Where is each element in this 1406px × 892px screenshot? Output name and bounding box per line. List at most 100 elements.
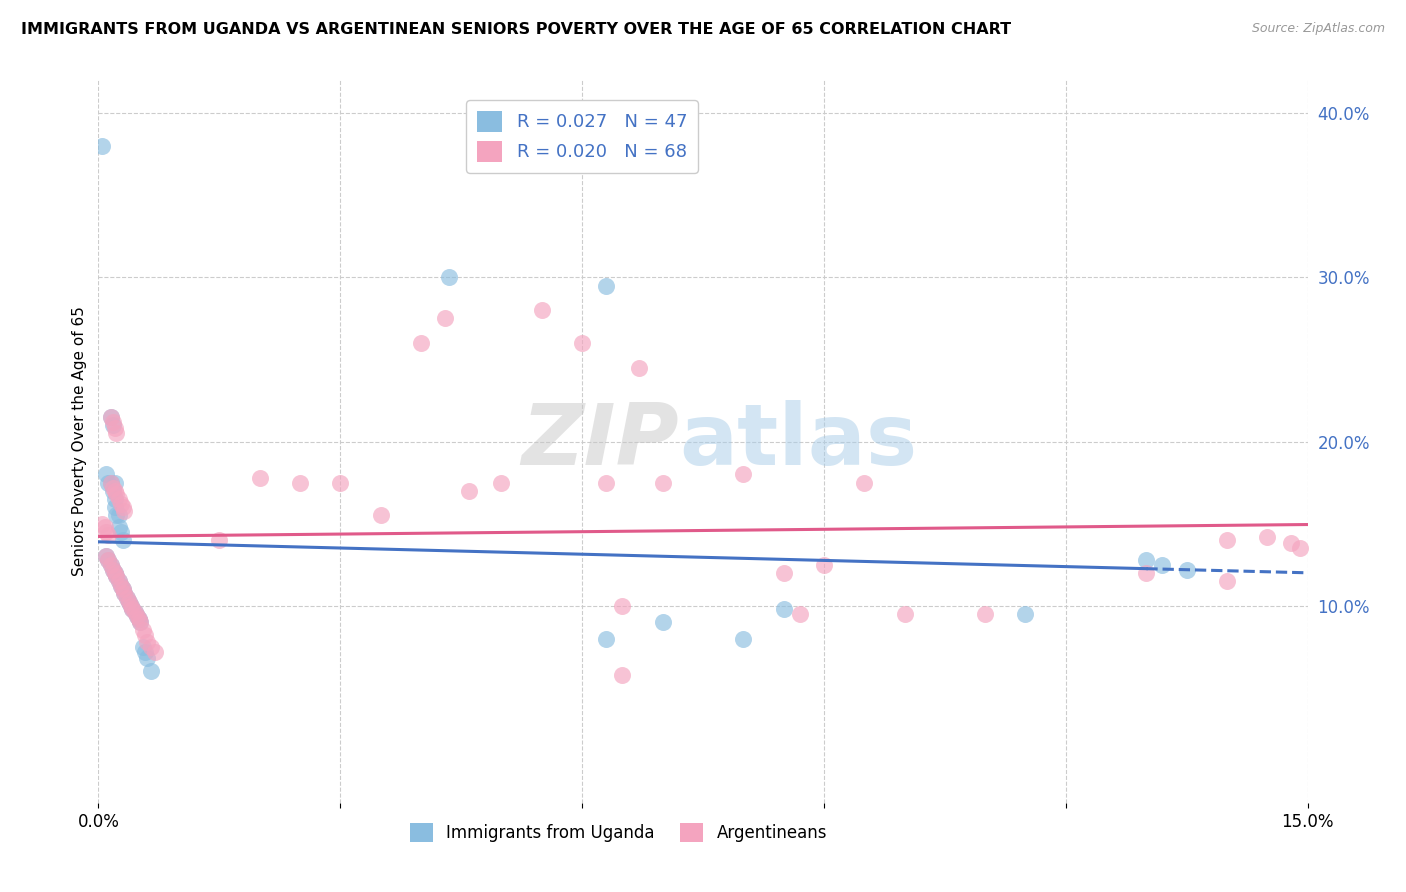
- Point: [107, 574, 129, 588]
- Point: [1152, 558, 1174, 572]
- Point: [458, 483, 481, 498]
- Point: [103, 566, 125, 580]
- Point: [249, 470, 271, 484]
- Point: [612, 667, 634, 681]
- Point: [111, 582, 134, 597]
- Point: [100, 558, 122, 572]
- Point: [107, 520, 129, 534]
- Point: [1135, 553, 1157, 567]
- Point: [1175, 563, 1198, 577]
- Point: [129, 615, 152, 630]
- Point: [110, 579, 132, 593]
- Point: [1288, 541, 1310, 556]
- Point: [1281, 536, 1303, 550]
- Point: [100, 558, 122, 572]
- Text: atlas: atlas: [679, 400, 917, 483]
- Point: [135, 651, 157, 665]
- Point: [121, 602, 143, 616]
- Point: [893, 607, 915, 621]
- Point: [97, 553, 120, 567]
- Point: [100, 409, 122, 424]
- Point: [96, 549, 118, 564]
- Point: [105, 426, 128, 441]
- Legend: Immigrants from Uganda, Argentineans: Immigrants from Uganda, Argentineans: [404, 816, 834, 848]
- Point: [101, 415, 124, 429]
- Point: [129, 615, 152, 630]
- Point: [370, 508, 392, 523]
- Point: [97, 528, 120, 542]
- Point: [329, 475, 352, 490]
- Point: [96, 549, 118, 564]
- Point: [651, 615, 673, 630]
- Point: [91, 516, 114, 531]
- Point: [103, 421, 125, 435]
- Point: [112, 503, 135, 517]
- Point: [96, 524, 118, 539]
- Point: [651, 475, 673, 490]
- Point: [91, 139, 114, 153]
- Y-axis label: Seniors Poverty Over the Age of 65: Seniors Poverty Over the Age of 65: [72, 307, 87, 576]
- Point: [111, 533, 134, 547]
- Point: [97, 553, 120, 567]
- Point: [100, 475, 122, 490]
- Point: [124, 605, 146, 619]
- Point: [101, 481, 124, 495]
- Point: [101, 563, 124, 577]
- Point: [101, 418, 124, 433]
- Point: [103, 475, 125, 490]
- Point: [139, 665, 162, 679]
- Point: [595, 475, 617, 490]
- Point: [103, 491, 125, 506]
- Point: [112, 585, 135, 599]
- Point: [595, 632, 617, 646]
- Point: [813, 558, 835, 572]
- Point: [105, 487, 128, 501]
- Point: [789, 607, 811, 621]
- Point: [409, 336, 432, 351]
- Point: [1256, 530, 1278, 544]
- Point: [100, 475, 122, 490]
- Point: [118, 595, 141, 609]
- Point: [135, 635, 157, 649]
- Point: [128, 612, 150, 626]
- Point: [134, 645, 156, 659]
- Point: [437, 270, 460, 285]
- Point: [139, 640, 162, 654]
- Point: [288, 475, 311, 490]
- Point: [118, 595, 141, 609]
- Point: [595, 278, 617, 293]
- Text: IMMIGRANTS FROM UGANDA VS ARGENTINEAN SENIORS POVERTY OVER THE AGE OF 65 CORRELA: IMMIGRANTS FROM UGANDA VS ARGENTINEAN SE…: [21, 22, 1011, 37]
- Point: [124, 605, 146, 619]
- Point: [772, 602, 794, 616]
- Point: [111, 582, 134, 597]
- Point: [491, 475, 513, 490]
- Point: [853, 475, 876, 490]
- Point: [1135, 566, 1157, 580]
- Point: [103, 500, 125, 515]
- Point: [105, 569, 128, 583]
- Point: [97, 475, 120, 490]
- Point: [128, 612, 150, 626]
- Point: [120, 599, 142, 613]
- Point: [103, 483, 125, 498]
- Point: [120, 599, 142, 613]
- Point: [101, 563, 124, 577]
- Text: Source: ZipAtlas.com: Source: ZipAtlas.com: [1251, 22, 1385, 36]
- Point: [434, 311, 457, 326]
- Point: [612, 599, 634, 613]
- Point: [110, 497, 132, 511]
- Point: [110, 579, 132, 593]
- Point: [132, 640, 155, 654]
- Point: [121, 602, 143, 616]
- Point: [107, 508, 129, 523]
- Text: ZIP: ZIP: [522, 400, 679, 483]
- Point: [208, 533, 231, 547]
- Point: [94, 520, 117, 534]
- Point: [115, 591, 138, 605]
- Point: [111, 500, 134, 515]
- Point: [103, 566, 125, 580]
- Point: [115, 591, 138, 605]
- Point: [105, 569, 128, 583]
- Point: [107, 491, 129, 506]
- Point: [112, 585, 135, 599]
